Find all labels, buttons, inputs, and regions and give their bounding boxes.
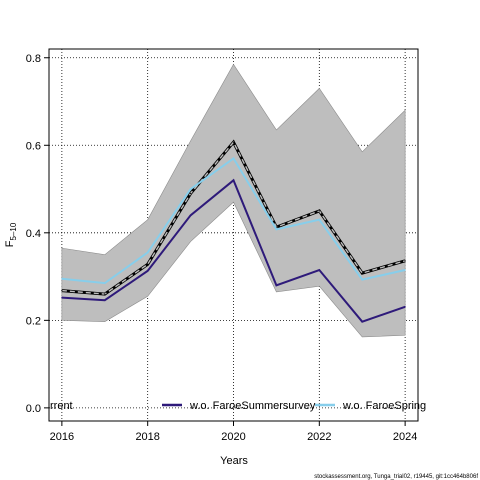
x-axis: 2016 2018 2020 2022 2024 (50, 421, 417, 443)
x-axis-title: Years (220, 455, 248, 467)
series-point (404, 260, 406, 262)
series-point (361, 279, 363, 281)
y-tick-label: 0.2 (26, 315, 41, 327)
series-point (189, 188, 192, 190)
series-point (147, 251, 149, 254)
series-point (318, 219, 320, 221)
x-tick-label: 2022 (307, 431, 331, 443)
series-point (147, 270, 149, 272)
series-point (404, 269, 406, 271)
y-tick-label: 0.6 (26, 140, 41, 152)
footer-credit: stockassessment.org, Tunga_trial02, r194… (314, 474, 478, 480)
x-tick-label: 2018 (135, 431, 159, 443)
y-axis: 0.0 0.2 0.4 0.6 0.8 (26, 53, 49, 415)
legend-label: w.o. FaroeSummersurvey (189, 400, 316, 412)
series-point (404, 306, 406, 308)
y-axis-title-sub: 5–10 (9, 222, 18, 240)
series-point (189, 192, 192, 195)
y-axis-title-main: F (4, 240, 16, 247)
series-point (61, 278, 63, 280)
y-tick-label: 0.8 (26, 53, 41, 65)
series-point (104, 293, 106, 295)
legend: rrent w.o. FaroeSummersurvey w.o. FaroeSpr… (50, 400, 426, 412)
x-tick-label: 2016 (50, 431, 74, 443)
legend-label: w.o. FaroeSpring (342, 400, 426, 412)
confidence-band (61, 63, 406, 338)
series-point (232, 157, 235, 160)
series-point (275, 284, 278, 286)
series-point (318, 269, 320, 271)
series-point (232, 141, 235, 143)
series-point (147, 263, 149, 265)
series-point (189, 214, 192, 216)
series-point (104, 282, 106, 284)
x-tick-label: 2020 (221, 431, 245, 443)
series-point (361, 272, 363, 274)
series-point (318, 210, 320, 212)
series-point (61, 289, 63, 292)
y-tick-label: 0.0 (26, 403, 41, 415)
confidence-band-area (61, 63, 406, 338)
series-point (232, 179, 235, 181)
y-tick-label: 0.4 (26, 228, 41, 240)
legend-label: rrent (50, 400, 73, 412)
x-tick-label: 2024 (393, 431, 417, 443)
series-lines (61, 139, 406, 323)
series-point (61, 296, 63, 299)
series-point (104, 299, 106, 301)
series-point (275, 228, 278, 230)
series-point (361, 321, 363, 323)
y-axis-title: F5–10 (4, 222, 18, 247)
